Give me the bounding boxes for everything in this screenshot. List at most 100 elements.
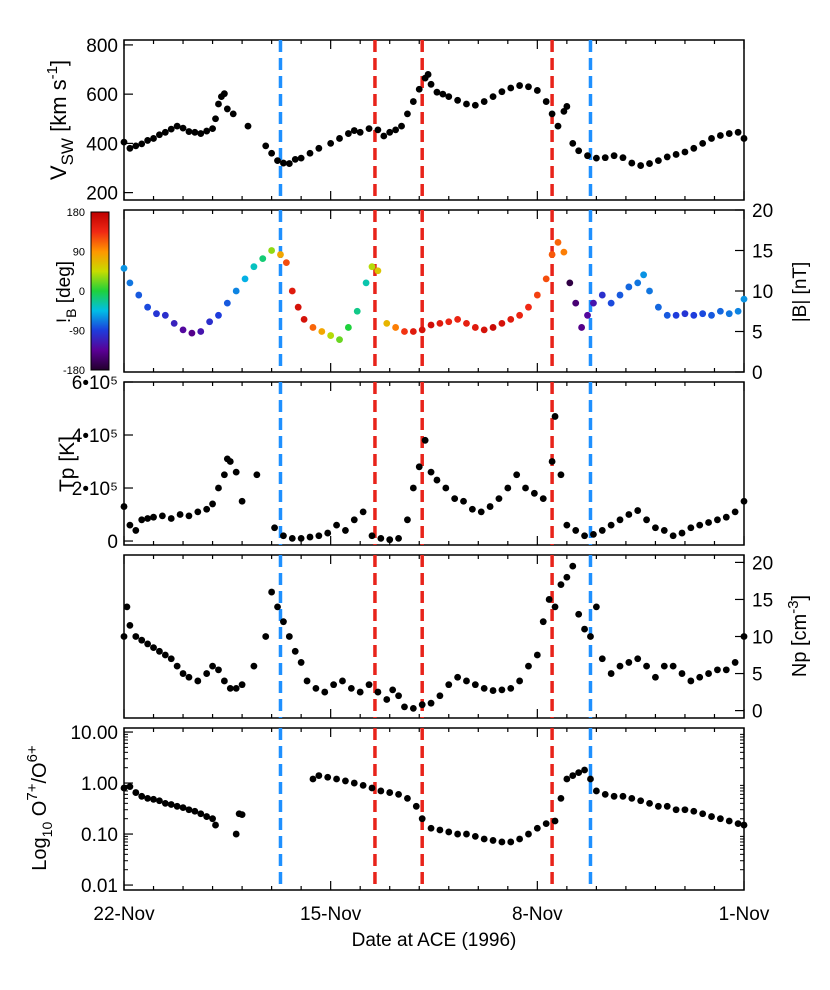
- data-point: [220, 90, 228, 98]
- data-point: [725, 310, 733, 318]
- data-point: [592, 154, 600, 162]
- data-point: [209, 500, 216, 508]
- data-point: [471, 324, 479, 331]
- data-point: [229, 110, 237, 118]
- data-point: [215, 484, 222, 492]
- data-point: [280, 159, 287, 167]
- data-point: [480, 835, 488, 843]
- data-point: [471, 832, 479, 840]
- data-point: [309, 775, 317, 783]
- phi-axis-label-part: [deg]: [54, 261, 75, 309]
- data-point: [215, 311, 222, 319]
- np-axis-label: Np [cm-3]: [785, 595, 811, 677]
- data-point: [654, 157, 662, 165]
- data-point: [253, 471, 261, 479]
- data-point: [179, 124, 187, 132]
- data-point: [652, 673, 659, 681]
- data-point: [687, 524, 695, 532]
- data-point: [427, 468, 435, 476]
- data-point: [404, 110, 411, 118]
- data-point: [356, 688, 364, 696]
- y-tick-label: 400: [86, 134, 118, 155]
- data-point: [551, 603, 559, 611]
- data-point: [652, 524, 659, 532]
- data-point: [445, 318, 453, 326]
- data-point: [161, 311, 169, 319]
- panel-o7o6: 0.01 0.10 1.00 10.00: [70, 723, 748, 897]
- data-point: [383, 320, 391, 327]
- data-point: [392, 126, 400, 134]
- vsw-axis-label-part: [km s: [46, 79, 71, 138]
- data-point: [203, 670, 211, 677]
- bmag-axis-label: |B| [nT]: [790, 262, 811, 323]
- data-point: [637, 162, 645, 169]
- data-point: [507, 684, 515, 692]
- data-point: [418, 815, 426, 823]
- data-point: [495, 495, 503, 503]
- y-tick-label: 10: [752, 628, 773, 649]
- data-point: [336, 135, 343, 142]
- data-point: [660, 527, 668, 534]
- data-point: [303, 677, 311, 685]
- data-point: [734, 820, 742, 828]
- data-point: [445, 681, 453, 689]
- vsw-axis-label-part: SW: [58, 138, 77, 165]
- data-point: [669, 532, 677, 540]
- data-point: [215, 100, 222, 108]
- data-point: [377, 787, 385, 795]
- data-point: [436, 826, 444, 834]
- data-point: [386, 789, 394, 796]
- data-point: [212, 115, 219, 123]
- x-tick-label: 1-Nov: [719, 904, 770, 925]
- data-point: [439, 90, 447, 98]
- data-point: [471, 681, 479, 689]
- data-point: [161, 799, 169, 807]
- data-point: [699, 310, 707, 318]
- data-point: [672, 151, 680, 158]
- o7o6-axis-label-part: 6+: [24, 745, 41, 762]
- data-point: [333, 521, 340, 529]
- data-point: [167, 655, 175, 663]
- data-point: [533, 291, 541, 299]
- data-point: [415, 85, 423, 93]
- data-point: [454, 673, 462, 681]
- data-point: [542, 98, 550, 105]
- data-point: [740, 497, 748, 505]
- data-point: [324, 529, 332, 537]
- data-point: [132, 633, 140, 640]
- data-point: [525, 662, 532, 670]
- data-point: [259, 255, 267, 262]
- data-point: [530, 489, 538, 497]
- data-point: [699, 139, 707, 147]
- data-point: [601, 790, 609, 798]
- data-point: [463, 677, 470, 685]
- data-point: [342, 777, 349, 785]
- data-point: [598, 655, 606, 663]
- data-point: [203, 127, 211, 135]
- data-point: [126, 621, 134, 629]
- data-point: [383, 696, 391, 703]
- y-tick-label: 15: [752, 242, 773, 263]
- phi-axis-label-part: B: [63, 308, 79, 317]
- np-axis-label-part: -3: [785, 600, 802, 613]
- data-point: [734, 128, 742, 136]
- data-point: [167, 125, 175, 133]
- data-point: [291, 647, 299, 655]
- data-point: [646, 799, 653, 807]
- data-point: [365, 125, 373, 133]
- data-point: [672, 806, 680, 814]
- data-point: [327, 332, 335, 339]
- data-point: [460, 497, 467, 505]
- data-point: [339, 677, 346, 685]
- data-point: [690, 144, 698, 152]
- panel-frame: [123, 727, 745, 891]
- data-point: [525, 303, 532, 311]
- data-point: [262, 633, 270, 640]
- data-point: [740, 633, 748, 640]
- data-point: [194, 677, 202, 685]
- data-point: [616, 516, 624, 524]
- data-point: [678, 670, 686, 677]
- data-point: [347, 684, 355, 692]
- data-point: [197, 328, 205, 335]
- data-point: [395, 790, 402, 798]
